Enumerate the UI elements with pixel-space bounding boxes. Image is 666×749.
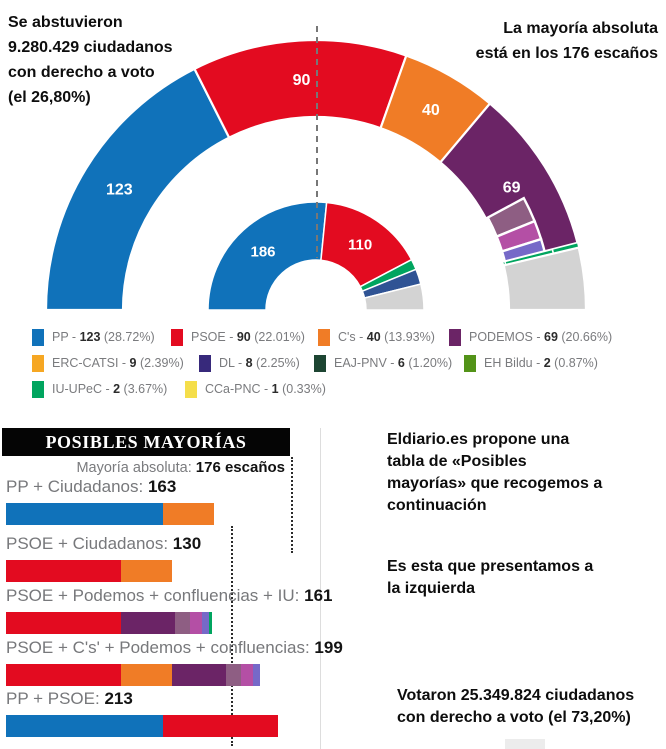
legend-label: CCa-PNC - 1 (0.33%) xyxy=(205,382,326,396)
legend-swatch xyxy=(32,354,44,372)
panel-title-bar: POSIBLES MAYORÍAS xyxy=(2,428,290,456)
legend-item-IU-UPeC: IU-UPeC - 2 (3.67%) xyxy=(32,380,167,398)
hemicycle-chart: 123 90 40 69 186 110 xyxy=(44,26,588,312)
legend-swatch xyxy=(199,354,211,372)
legend-swatch xyxy=(449,328,461,346)
legend-item-DL: DL - 8 (2.25%) xyxy=(199,354,300,372)
majority-row-label: PSOE + Podemos + confluencias + IU: 161 xyxy=(6,586,333,605)
majority-dotted-line-top xyxy=(291,457,293,553)
arc-value-label: 40 xyxy=(422,102,440,119)
legend-swatch xyxy=(32,328,44,346)
bar-segment-pp xyxy=(6,503,164,525)
bar-segment-compromis xyxy=(190,612,202,634)
bar-segment-psoe xyxy=(6,560,122,582)
legend-item-PSOE: PSOE - 90 (22.01%) xyxy=(171,328,305,346)
legend-label: C's - 40 (13.93%) xyxy=(338,330,435,344)
panel-divider-line xyxy=(320,428,321,749)
bar-segment-podemos xyxy=(172,664,226,686)
legend-item-EH Bildu: EH Bildu - 2 (0.87%) xyxy=(464,354,598,372)
legend-item-PP: PP - 123 (28.72%) xyxy=(32,328,155,346)
absolute-majority-note: La mayoría absoluta está en los 176 esca… xyxy=(475,20,658,62)
legend-label: ERC-CATSI - 9 (2.39%) xyxy=(52,356,184,370)
arc-value-label: 186 xyxy=(250,244,275,261)
legend-label: IU-UPeC - 2 (3.67%) xyxy=(52,382,168,396)
legend-swatch xyxy=(32,380,44,398)
bar-segment-cs xyxy=(121,560,173,582)
majority-row-label: PSOE + C's' + Podemos + confluencias: 19… xyxy=(6,638,343,657)
bar-segment-pp xyxy=(6,715,164,737)
left-reference-note: Es esta que presentamos a la izquierda xyxy=(387,558,594,597)
majority-row: PP + Ciudadanos: 163 xyxy=(6,477,215,525)
bar-segment-encomu xyxy=(225,664,242,686)
majority-row-label: PP + PSOE: 213 xyxy=(6,689,133,708)
cutoff-element xyxy=(505,739,545,749)
arc-segment-Otros xyxy=(363,283,425,311)
arc-value-label: 110 xyxy=(348,237,372,254)
legend-label: PP - 123 (28.72%) xyxy=(52,330,155,344)
majority-row-bar xyxy=(6,560,201,582)
bar-segment-podemos xyxy=(121,612,175,634)
legend-swatch xyxy=(185,380,197,398)
legend-swatch xyxy=(318,328,330,346)
legend-label: DL - 8 (2.25%) xyxy=(219,356,300,370)
majority-row-label: PSOE + Ciudadanos: 130 xyxy=(6,534,202,553)
majority-row: PSOE + Podemos + confluencias + IU: 161 xyxy=(6,586,333,634)
legend-item-C's: C's - 40 (13.93%) xyxy=(318,328,435,346)
arc-value-label: 90 xyxy=(293,72,311,89)
bar-segment-psoe xyxy=(6,612,122,634)
bar-segment-enmarea xyxy=(201,612,210,634)
majority-threshold-line xyxy=(231,526,233,746)
majority-row: PP + PSOE: 213 xyxy=(6,689,279,737)
panel-title: POSIBLES MAYORÍAS xyxy=(45,432,247,452)
arc-segment-PP xyxy=(207,201,328,311)
majority-row-bar xyxy=(6,612,333,634)
arc-value-label: 69 xyxy=(503,180,521,197)
eldiario-note: Eldiario.es propone una tabla de «Posibl… xyxy=(387,431,603,514)
legend-item-EAJ-PNV: EAJ-PNV - 6 (1.20%) xyxy=(314,354,452,372)
bar-segment-enmarea xyxy=(252,664,261,686)
majority-row-bar xyxy=(6,503,215,525)
legend-swatch xyxy=(464,354,476,372)
majority-row-label: PP + Ciudadanos: 163 xyxy=(6,477,177,496)
legend-label: EH Bildu - 2 (0.87%) xyxy=(484,356,598,370)
arc-segment-Otros xyxy=(502,246,588,312)
bar-segment-encomu xyxy=(174,612,191,634)
bar-segment-cs xyxy=(121,664,173,686)
majority-seats-label: Mayoría absoluta: 176 escaños xyxy=(76,459,285,476)
arc-segment-PP xyxy=(44,67,231,312)
majority-row-bar xyxy=(6,715,279,737)
legend-swatch xyxy=(171,328,183,346)
bar-segment-cs xyxy=(163,503,215,525)
majority-row: PSOE + C's' + Podemos + confluencias: 19… xyxy=(6,638,343,686)
legend-label: EAJ-PNV - 6 (1.20%) xyxy=(334,356,453,370)
arc-value-label: 123 xyxy=(106,182,133,199)
legend-item-PODEMOS: PODEMOS - 69 (20.66%) xyxy=(449,328,612,346)
legend-label: PODEMOS - 69 (20.66%) xyxy=(469,330,613,344)
legend-label: PSOE - 90 (22.01%) xyxy=(191,330,305,344)
legend-item-ERC-CATSI: ERC-CATSI - 9 (2.39%) xyxy=(32,354,184,372)
majority-row-bar xyxy=(6,664,343,686)
bar-segment-psoe xyxy=(163,715,279,737)
abstention-note: Se abstuvieron 9.280.429 ciudadanos con … xyxy=(8,14,173,106)
bar-segment-psoe xyxy=(6,664,122,686)
legend-item-CCa-PNC: CCa-PNC - 1 (0.33%) xyxy=(185,380,326,398)
majority-row: PSOE + Ciudadanos: 130 xyxy=(6,534,201,582)
bar-segment-compromis xyxy=(241,664,253,686)
legend-swatch xyxy=(314,354,326,372)
turnout-note: Votaron 25.349.824 ciudadanos con derech… xyxy=(397,687,635,726)
bar-segment-iu xyxy=(209,612,212,634)
